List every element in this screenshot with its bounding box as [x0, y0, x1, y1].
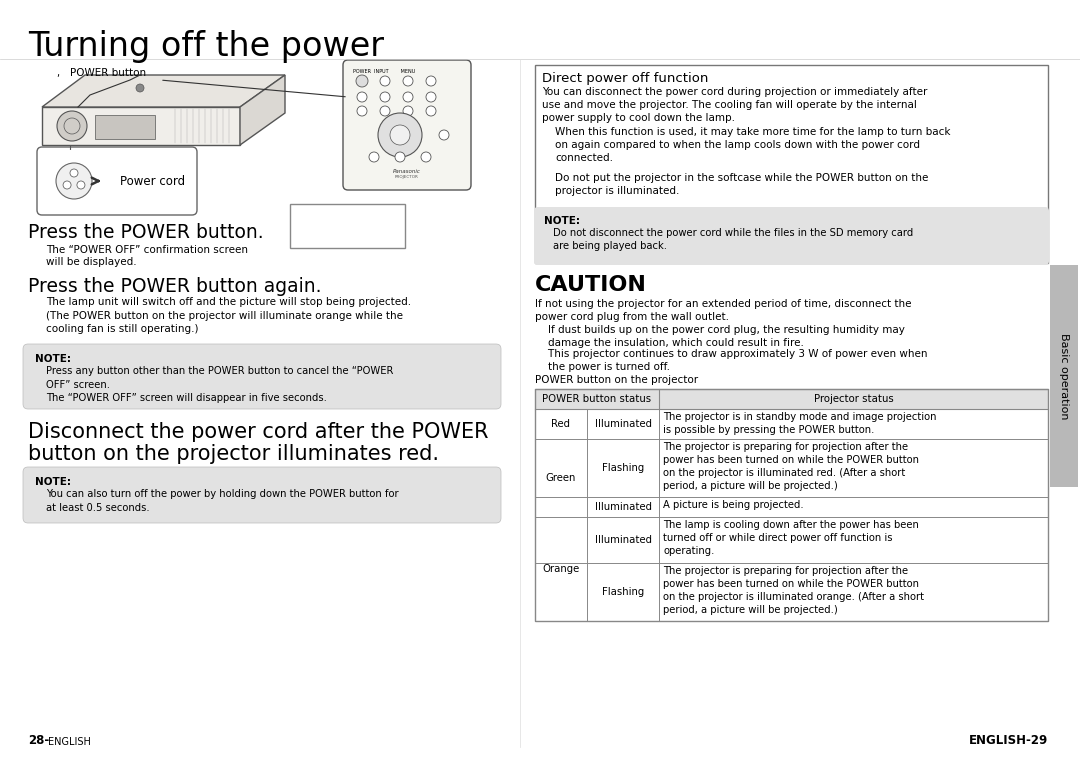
Circle shape — [56, 163, 92, 199]
Bar — [535, 439, 1048, 497]
Text: POWER button on the projector: POWER button on the projector — [535, 375, 698, 385]
Text: Green: Green — [545, 473, 577, 483]
Bar — [535, 409, 1048, 439]
Text: Direct power off function: Direct power off function — [542, 72, 708, 85]
Text: ,: , — [56, 68, 59, 78]
Text: The “POWER OFF” confirmation screen: The “POWER OFF” confirmation screen — [46, 245, 248, 255]
Text: This projector continues to draw approximately 3 W of power even when
    the po: This projector continues to draw approxi… — [535, 349, 928, 373]
Circle shape — [426, 106, 436, 116]
Bar — [535, 497, 1048, 517]
Text: Illuminated: Illuminated — [594, 535, 651, 545]
Text: NOTE:: NOTE: — [35, 354, 71, 364]
Text: will be displayed.: will be displayed. — [46, 257, 137, 267]
Polygon shape — [42, 107, 240, 145]
Circle shape — [357, 106, 367, 116]
Circle shape — [378, 113, 422, 157]
Bar — [535, 563, 1048, 621]
Circle shape — [77, 181, 85, 189]
Circle shape — [380, 92, 390, 102]
Circle shape — [357, 92, 367, 102]
Text: The lamp is cooling down after the power has been
turned off or while direct pow: The lamp is cooling down after the power… — [663, 520, 919, 556]
Text: A picture is being projected.: A picture is being projected. — [663, 500, 804, 510]
Text: NOTE:: NOTE: — [544, 216, 580, 226]
FancyBboxPatch shape — [23, 344, 501, 409]
Text: You can disconnect the power cord during projection or immediately after
use and: You can disconnect the power cord during… — [542, 87, 928, 123]
Circle shape — [426, 76, 436, 86]
FancyBboxPatch shape — [343, 60, 471, 190]
Circle shape — [70, 169, 78, 177]
FancyBboxPatch shape — [37, 147, 197, 215]
Text: The lamp unit will switch off and the picture will stop being projected.
(The PO: The lamp unit will switch off and the pi… — [46, 297, 411, 334]
Text: POWER  INPUT        MENU: POWER INPUT MENU — [353, 69, 415, 74]
Text: You can also turn off the power by holding down the POWER button for
at least 0.: You can also turn off the power by holdi… — [46, 489, 399, 513]
Bar — [95, 115, 156, 139]
Circle shape — [438, 130, 449, 140]
Text: Power cord: Power cord — [120, 174, 185, 187]
Bar — [535, 389, 1048, 409]
Text: button on the projector illuminates red.: button on the projector illuminates red. — [28, 444, 438, 464]
Polygon shape — [42, 75, 285, 107]
Text: Do not put the projector in the softcase while the POWER button on the
projector: Do not put the projector in the softcase… — [555, 173, 929, 196]
Text: When this function is used, it may take more time for the lamp to turn back
on a: When this function is used, it may take … — [555, 127, 950, 164]
Text: Flashing: Flashing — [602, 587, 644, 597]
Text: The projector is preparing for projection after the
power has been turned on whi: The projector is preparing for projectio… — [663, 566, 924, 615]
Circle shape — [403, 106, 413, 116]
Bar — [535, 65, 1048, 263]
Text: Press the POWER button.: Press the POWER button. — [28, 223, 264, 242]
Circle shape — [403, 92, 413, 102]
Text: PROJECTOR: PROJECTOR — [395, 175, 419, 179]
Text: POWER button: POWER button — [70, 68, 146, 78]
Bar — [1050, 265, 1078, 487]
Text: If not using the projector for an extended period of time, disconnect the
power : If not using the projector for an extend… — [535, 299, 912, 322]
Text: Illuminated: Illuminated — [594, 419, 651, 429]
FancyBboxPatch shape — [23, 467, 501, 523]
Text: Turning off the power: Turning off the power — [28, 30, 384, 63]
Bar — [535, 389, 1048, 621]
Circle shape — [136, 84, 144, 92]
Circle shape — [380, 106, 390, 116]
Text: Press any button other than the POWER button to cancel the “POWER
OFF” screen.
T: Press any button other than the POWER bu… — [46, 366, 393, 403]
Bar — [291, 204, 405, 248]
Text: POWER button status: POWER button status — [542, 394, 651, 404]
Circle shape — [369, 152, 379, 162]
Text: Projector status: Projector status — [813, 394, 893, 404]
Text: Panasonic: Panasonic — [393, 168, 421, 174]
Text: NOTE:: NOTE: — [35, 477, 71, 487]
Text: ENGLISH: ENGLISH — [48, 737, 91, 747]
Circle shape — [395, 152, 405, 162]
Polygon shape — [240, 75, 285, 145]
Text: If dust builds up on the power cord plug, the resulting humidity may
    damage : If dust builds up on the power cord plug… — [535, 325, 905, 348]
Text: Do not disconnect the power cord while the files in the SD memory card
are being: Do not disconnect the power cord while t… — [553, 228, 914, 251]
Text: Orange: Orange — [542, 564, 580, 574]
Circle shape — [403, 76, 413, 86]
Circle shape — [63, 181, 71, 189]
Circle shape — [356, 75, 368, 87]
Text: Basic operation: Basic operation — [1059, 333, 1069, 419]
Text: Red: Red — [552, 419, 570, 429]
Text: Disconnect the power cord after the POWER: Disconnect the power cord after the POWE… — [28, 422, 488, 442]
Text: ENGLISH-29: ENGLISH-29 — [969, 734, 1048, 747]
Text: The projector is preparing for projection after the
power has been turned on whi: The projector is preparing for projectio… — [663, 442, 919, 491]
Text: Flashing: Flashing — [602, 463, 644, 473]
Circle shape — [421, 152, 431, 162]
Text: Press the POWER button again.: Press the POWER button again. — [28, 277, 322, 296]
Circle shape — [57, 111, 87, 141]
Text: CAUTION: CAUTION — [535, 275, 647, 295]
Bar — [535, 517, 1048, 563]
Circle shape — [380, 76, 390, 86]
Circle shape — [426, 92, 436, 102]
Text: 28-: 28- — [28, 734, 50, 747]
Circle shape — [390, 125, 410, 145]
Text: Illuminated: Illuminated — [594, 502, 651, 512]
FancyBboxPatch shape — [534, 207, 1049, 265]
Text: The projector is in standby mode and image projection
is possible by pressing th: The projector is in standby mode and ima… — [663, 412, 936, 435]
